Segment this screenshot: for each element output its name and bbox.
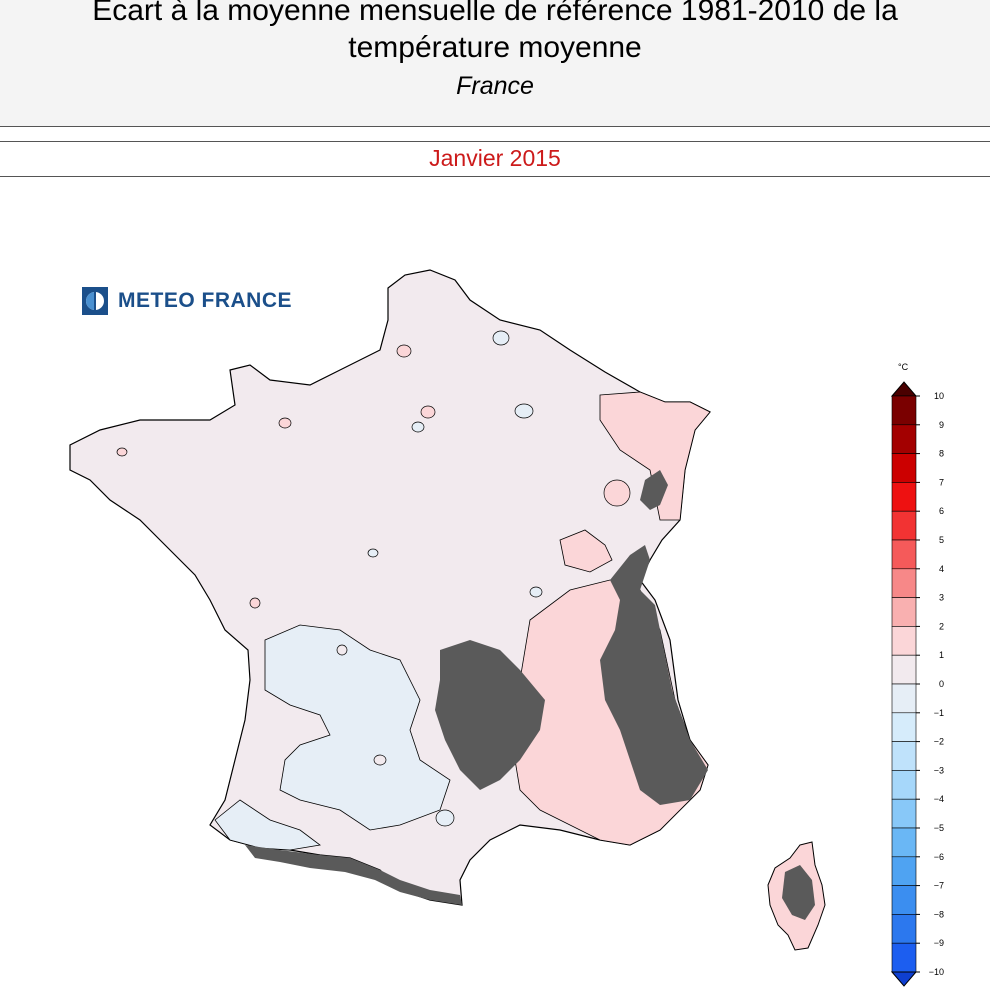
scale-tick-label: −3 [934, 765, 944, 775]
scale-swatch [891, 654, 917, 685]
scale-tick-label: 10 [934, 391, 944, 401]
mountain-mask-massif-central [435, 640, 545, 790]
scale-tick-label: −1 [934, 708, 944, 718]
scale-tick-label: −4 [934, 794, 944, 804]
scale-swatch [891, 712, 917, 742]
mountain-mask-jura [640, 470, 668, 510]
scale-tick-label: 6 [939, 506, 944, 516]
meteo-france-logo: METEO FRANCE [82, 286, 292, 316]
cold-anomaly-southwest [264, 624, 451, 831]
logo-text: METEO FRANCE [118, 289, 292, 312]
period-label: Janvier 2015 [429, 145, 561, 171]
scale-swatch [891, 914, 917, 944]
scale-swatch [891, 395, 917, 426]
scale-tick-label: 7 [939, 477, 944, 487]
scale-swatch [891, 856, 917, 886]
scale-tick-label: −7 [934, 881, 944, 891]
corsica-mountain-mask [782, 865, 815, 920]
scale-swatch [891, 885, 917, 915]
scale-swatch [891, 827, 917, 858]
scale-tick-label: −5 [934, 823, 944, 833]
scale-tick-label: 5 [939, 535, 944, 545]
contour-lines [116, 330, 631, 827]
scale-tick-label: −6 [934, 852, 944, 862]
scale-swatch [891, 539, 917, 570]
title-line-2: température moyenne [348, 31, 642, 64]
scale-swatch [891, 798, 917, 829]
cold-anomaly-coast [214, 799, 321, 851]
header: Ecart à la moyenne mensuelle de référenc… [0, 0, 990, 127]
warm-anomaly-east [599, 391, 711, 521]
scale-swatch [891, 510, 917, 541]
scale-swatch [891, 626, 917, 656]
scale-tick-label: 2 [939, 621, 944, 631]
scale-tick-label: 9 [939, 420, 944, 430]
scale-swatch [891, 741, 917, 771]
region-subtitle: France [456, 72, 534, 100]
scale-swatch [891, 597, 917, 627]
map-title: Ecart à la moyenne mensuelle de référenc… [0, 0, 990, 66]
scale-tick-label: −10 [929, 967, 944, 977]
scale-unit: °C [898, 362, 909, 372]
period-band: Janvier 2015 [0, 141, 990, 177]
scale-arrow-down [890, 971, 918, 987]
scale-swatch [891, 453, 917, 483]
scale-arrow-up [890, 381, 918, 397]
mountain-mask-alps [600, 545, 708, 805]
scale-swatch [891, 482, 917, 512]
mountain-mask-pyrenees [245, 845, 462, 905]
meteo-france-emblem-icon [82, 287, 108, 315]
scale-tick-label: −8 [934, 909, 944, 919]
scale-tick-label: 3 [939, 593, 944, 603]
scale-tick-label: −9 [934, 938, 944, 948]
scale-tick-label: 8 [939, 449, 944, 459]
scale-tick-label: 1 [939, 650, 944, 660]
scale-swatch [891, 770, 917, 800]
scale-tick-label: −2 [934, 737, 944, 747]
warm-anomaly-center [559, 529, 613, 573]
scale-swatch [891, 942, 917, 973]
scale-swatch [891, 424, 917, 454]
scale-tick-label: 4 [939, 564, 944, 574]
scale-swatch [891, 568, 917, 598]
scale-tick-label: 0 [939, 679, 944, 689]
scale-swatch [891, 683, 917, 714]
title-line-1: Ecart à la moyenne mensuelle de référenc… [92, 0, 898, 27]
